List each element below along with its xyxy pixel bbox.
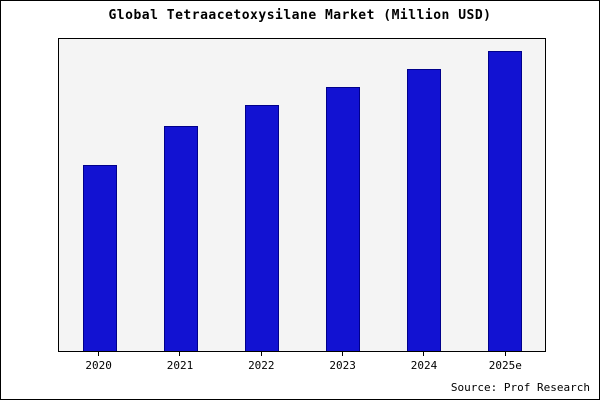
- bar-2024: [406, 69, 441, 351]
- bars: [59, 39, 545, 351]
- x-axis-label-slot: 2025e: [465, 352, 546, 372]
- x-axis-label: 2025e: [488, 359, 522, 372]
- x-axis-label: 2022: [248, 359, 275, 372]
- bar-slot: [59, 39, 140, 351]
- tick-mark: [504, 352, 506, 356]
- x-axis-label-slot: 2021: [139, 352, 220, 372]
- x-axis-label-slot: 2023: [302, 352, 383, 372]
- bar-2022: [244, 105, 279, 351]
- chart-title: Global Tetraacetoxysilane Market (Millio…: [108, 8, 492, 23]
- tick-mark: [98, 352, 100, 356]
- bar-slot: [302, 39, 383, 351]
- tick-mark: [342, 352, 344, 356]
- bar-slot: [140, 39, 221, 351]
- tick-mark: [179, 352, 181, 356]
- x-axis-label: 2021: [166, 359, 194, 372]
- x-axis-label: 2024: [410, 359, 438, 372]
- x-axis-label-slot: 2022: [221, 352, 302, 372]
- x-axis-label-slot: 2020: [58, 352, 139, 372]
- x-axis-label: 2023: [329, 359, 356, 372]
- x-axis-labels: 2020 2021 2022 2023 2024 2025e: [58, 352, 546, 372]
- bar-2025e: [487, 51, 522, 351]
- bar-slot: [464, 39, 545, 351]
- bar-2020: [82, 165, 117, 351]
- tick-mark: [260, 352, 262, 356]
- x-axis-label: 2020: [85, 359, 112, 372]
- source-note: Source: Prof Research: [450, 381, 590, 394]
- plot-area: [58, 38, 546, 352]
- x-axis-label-slot: 2024: [383, 352, 464, 372]
- bar-2023: [325, 87, 360, 351]
- bar-slot: [383, 39, 464, 351]
- bar-slot: [221, 39, 302, 351]
- tick-mark: [423, 352, 425, 356]
- bar-2021: [163, 126, 198, 351]
